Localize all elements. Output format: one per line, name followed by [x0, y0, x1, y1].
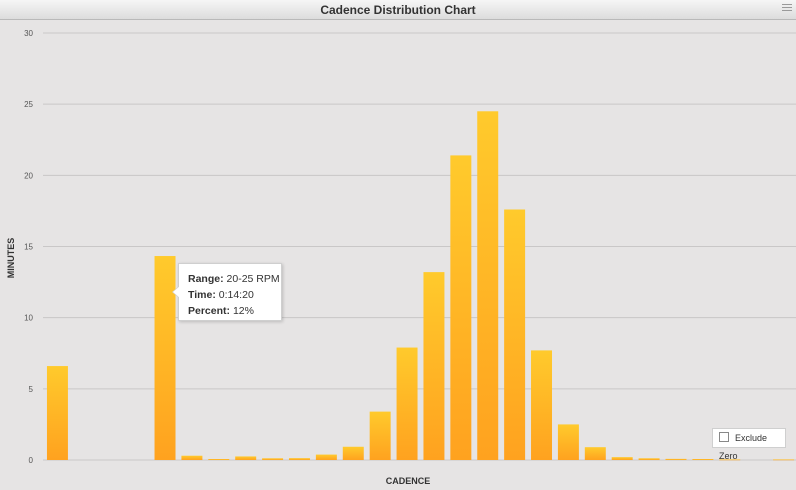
y-tick-label: 15: [24, 243, 33, 252]
bar[interactable]: [773, 459, 795, 461]
bar[interactable]: [665, 458, 687, 460]
tooltip-percent: Percent: 12%: [188, 305, 254, 317]
bar[interactable]: [531, 350, 553, 460]
bar[interactable]: [154, 256, 176, 460]
y-tick-labels: 0 5 10 15 20 25 30: [24, 29, 33, 465]
x-axis-label: CADENCE: [386, 476, 431, 486]
bar[interactable]: [208, 459, 230, 460]
y-tick-label: 0: [29, 456, 34, 465]
chart-title: Cadence Distribution Chart: [320, 3, 476, 17]
bar[interactable]: [46, 366, 68, 460]
bar[interactable]: [288, 458, 310, 460]
bar[interactable]: [477, 111, 499, 461]
bar[interactable]: [504, 209, 526, 460]
bar[interactable]: [450, 155, 472, 460]
bar[interactable]: [557, 424, 579, 460]
bar[interactable]: [369, 411, 391, 460]
bar[interactable]: [235, 456, 257, 460]
bar[interactable]: [423, 272, 445, 460]
y-axis-label: MINUTES: [6, 238, 16, 279]
bars: [46, 111, 795, 461]
bar[interactable]: [584, 447, 606, 460]
tooltip-time: Time: 0:14:20: [188, 289, 254, 301]
bar[interactable]: [396, 347, 418, 460]
y-tick-label: 5: [29, 385, 34, 394]
tooltip-range: Range: 20-25 RPM: [188, 273, 280, 285]
bar[interactable]: [181, 455, 203, 460]
y-tick-label: 25: [24, 100, 33, 109]
exclude-zero-checkbox[interactable]: [719, 432, 729, 442]
bar[interactable]: [342, 446, 364, 460]
bar[interactable]: [611, 457, 633, 460]
menu-icon[interactable]: [782, 4, 792, 14]
title-bar: Cadence Distribution Chart: [0, 0, 796, 20]
bar[interactable]: [638, 458, 660, 460]
y-tick-label: 20: [24, 171, 33, 180]
bar[interactable]: [262, 458, 284, 460]
exclude-zero-label: Exclude Zero: [719, 433, 768, 461]
y-tick-label: 30: [24, 29, 33, 38]
y-tick-label: 10: [24, 314, 33, 323]
bar[interactable]: [719, 459, 741, 461]
exclude-zero-toggle[interactable]: Exclude Zero: [712, 428, 786, 461]
bar[interactable]: [315, 454, 337, 460]
bar-tooltip: Range: 20-25 RPM Time: 0:14:20 Percent: …: [172, 263, 282, 321]
bar[interactable]: [692, 459, 714, 460]
